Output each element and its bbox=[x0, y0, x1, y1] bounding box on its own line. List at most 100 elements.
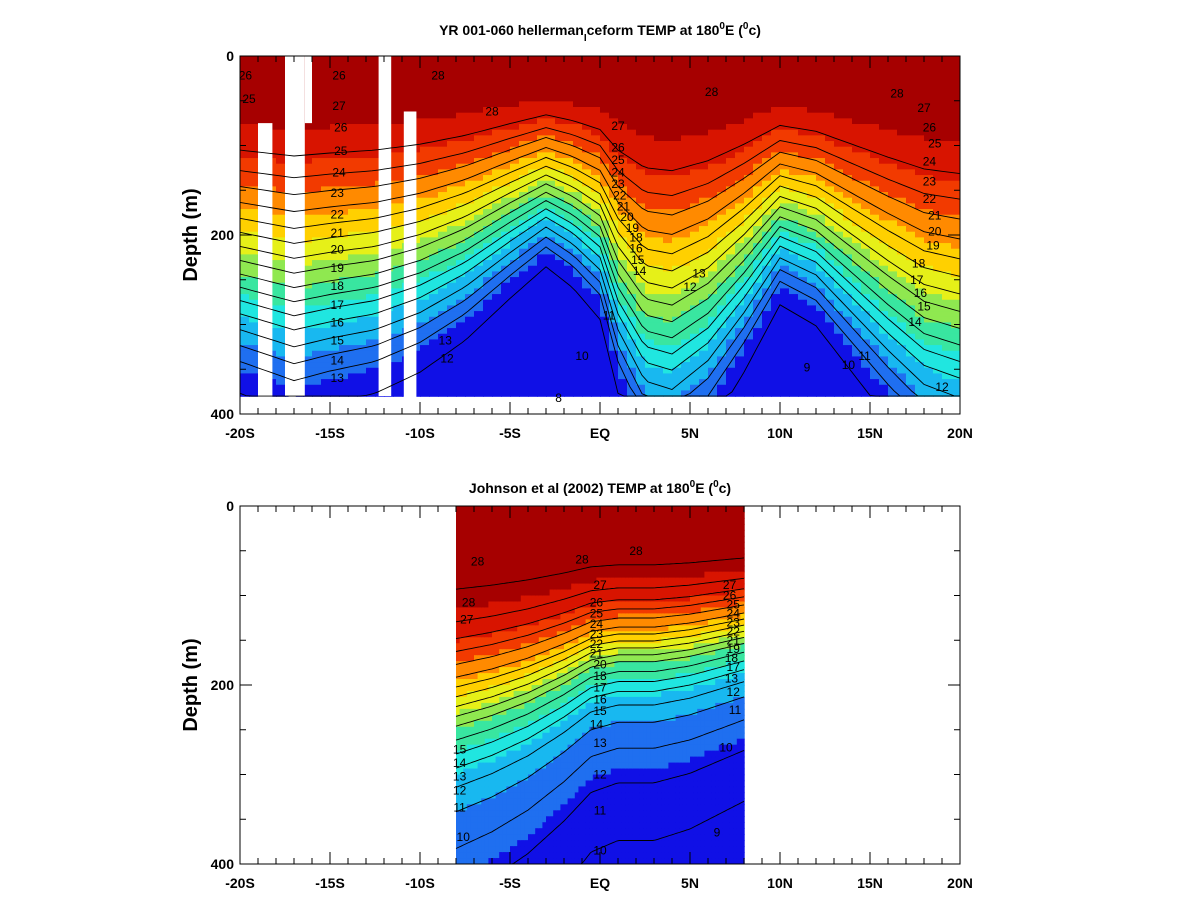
heatmap-cell bbox=[240, 362, 250, 369]
heatmap-cell bbox=[645, 101, 655, 108]
heatmap-cell bbox=[510, 243, 520, 250]
heatmap-cell bbox=[933, 226, 943, 233]
heatmap-cell bbox=[879, 214, 889, 222]
heatmap-cell bbox=[267, 61, 277, 69]
heatmap-cell bbox=[501, 362, 511, 369]
heatmap-cell bbox=[393, 288, 403, 295]
heatmap-cell bbox=[834, 220, 844, 227]
heatmap-cell bbox=[933, 146, 943, 154]
heatmap-cell bbox=[537, 271, 547, 278]
heatmap-cell bbox=[474, 379, 484, 386]
heatmap-cell bbox=[654, 169, 664, 176]
heatmap-cell bbox=[699, 152, 709, 159]
heatmap-cell bbox=[942, 180, 952, 188]
heatmap-cell bbox=[771, 175, 781, 182]
heatmap-cell bbox=[789, 146, 799, 154]
heatmap-cell bbox=[258, 73, 268, 80]
heatmap-cell bbox=[339, 90, 349, 97]
heatmap-cell bbox=[699, 322, 709, 329]
heatmap-cell bbox=[645, 345, 655, 352]
heatmap-cell bbox=[348, 294, 358, 301]
heatmap-cell bbox=[564, 78, 574, 86]
heatmap-cell bbox=[600, 107, 610, 114]
heatmap-cell bbox=[348, 362, 358, 369]
heatmap-cell bbox=[699, 390, 709, 397]
heatmap-cell bbox=[348, 101, 358, 108]
heatmap-cell bbox=[366, 373, 376, 380]
heatmap-cell bbox=[447, 186, 457, 193]
heatmap-cell bbox=[789, 333, 799, 341]
heatmap-cell bbox=[564, 339, 574, 346]
heatmap-cell bbox=[816, 384, 826, 392]
heatmap-cell bbox=[861, 237, 871, 244]
heatmap-cell bbox=[366, 277, 376, 284]
heatmap-cell bbox=[879, 362, 889, 369]
heatmap-cell bbox=[591, 135, 601, 142]
heatmap-cell bbox=[609, 379, 619, 386]
heatmap-cell bbox=[672, 220, 682, 227]
heatmap-cell bbox=[465, 56, 475, 63]
heatmap-cell bbox=[348, 288, 358, 295]
heatmap-cell bbox=[915, 345, 925, 352]
heatmap-cell bbox=[762, 67, 772, 74]
heatmap-cell bbox=[492, 299, 502, 307]
heatmap-cell bbox=[942, 384, 952, 392]
heatmap-cell bbox=[357, 169, 367, 176]
heatmap-cell bbox=[780, 163, 790, 171]
heatmap-cell bbox=[483, 169, 493, 176]
heatmap-cell bbox=[933, 61, 943, 69]
heatmap-cell bbox=[240, 141, 250, 148]
heatmap-cell bbox=[330, 124, 340, 131]
heatmap-cell bbox=[753, 271, 763, 278]
heatmap-cell bbox=[780, 180, 790, 188]
heatmap-cell bbox=[555, 339, 565, 346]
heatmap-cell bbox=[843, 328, 853, 335]
heatmap-cell bbox=[636, 163, 646, 171]
heatmap-cell bbox=[582, 299, 592, 307]
heatmap-cell bbox=[447, 78, 457, 86]
heatmap-cell bbox=[681, 90, 691, 97]
heatmap-cell bbox=[249, 299, 259, 307]
heatmap-cell bbox=[483, 333, 493, 341]
heatmap-cell bbox=[663, 356, 673, 363]
heatmap-cell bbox=[600, 101, 610, 108]
heatmap-cell bbox=[879, 118, 889, 125]
heatmap-cell bbox=[825, 135, 835, 142]
heatmap-cell bbox=[753, 124, 763, 131]
heatmap-cell bbox=[780, 78, 790, 86]
heatmap-cell bbox=[447, 175, 457, 182]
heatmap-cell bbox=[852, 118, 862, 125]
heatmap-cell bbox=[582, 294, 592, 301]
heatmap-cell bbox=[465, 73, 475, 80]
heatmap-cell bbox=[474, 141, 484, 148]
heatmap-cell bbox=[465, 192, 475, 199]
heatmap-cell bbox=[429, 220, 439, 227]
heatmap-cell bbox=[789, 209, 799, 216]
heatmap-cell bbox=[888, 101, 898, 108]
heatmap-cell bbox=[546, 260, 556, 267]
heatmap-cell bbox=[465, 180, 475, 188]
heatmap-cell bbox=[834, 339, 844, 346]
heatmap-cell bbox=[789, 56, 799, 63]
heatmap-cell bbox=[672, 118, 682, 125]
heatmap-cell bbox=[681, 214, 691, 222]
heatmap-cell bbox=[807, 197, 817, 205]
heatmap-cell bbox=[825, 90, 835, 97]
heatmap-cell bbox=[528, 265, 538, 273]
heatmap-cell bbox=[537, 282, 547, 290]
heatmap-cell bbox=[618, 214, 628, 222]
heatmap-cell bbox=[357, 271, 367, 278]
heatmap-cell bbox=[438, 231, 448, 239]
heatmap-cell bbox=[357, 294, 367, 301]
heatmap-cell bbox=[690, 141, 700, 148]
heatmap-cell bbox=[807, 356, 817, 363]
heatmap-cell bbox=[699, 333, 709, 341]
heatmap-cell bbox=[834, 350, 844, 358]
heatmap-cell bbox=[420, 362, 430, 369]
heatmap-cell bbox=[510, 135, 520, 142]
heatmap-cell bbox=[717, 73, 727, 80]
heatmap-cell bbox=[528, 186, 538, 193]
heatmap-cell bbox=[564, 146, 574, 154]
heatmap-cell bbox=[645, 78, 655, 86]
heatmap-cell bbox=[474, 316, 484, 324]
